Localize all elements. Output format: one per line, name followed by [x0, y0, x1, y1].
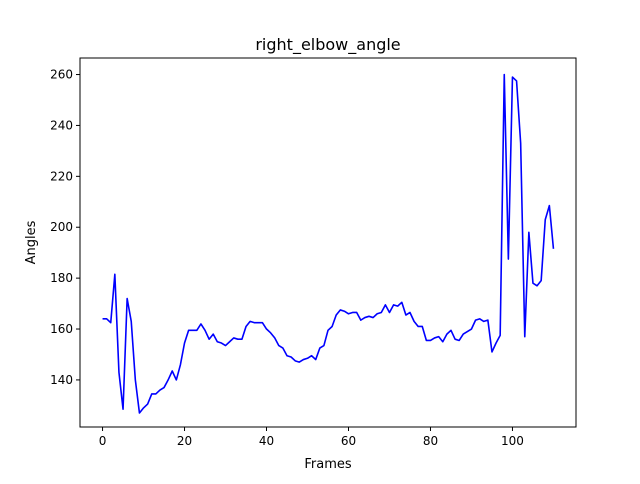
x-tick-label: 40	[259, 434, 274, 448]
x-tick-label: 0	[99, 434, 107, 448]
y-tick-label: 160	[50, 322, 73, 336]
plot-area-frame	[79, 57, 577, 428]
y-tick-label: 140	[50, 373, 73, 387]
x-tick-label: 100	[501, 434, 524, 448]
y-tick-label: 180	[50, 271, 73, 285]
series-line	[102, 73, 555, 414]
x-tick-label: 80	[423, 434, 438, 448]
y-tick-label: 200	[50, 220, 73, 234]
y-tick-label: 220	[50, 169, 73, 183]
x-tick-label: 20	[177, 434, 192, 448]
series-layer	[102, 73, 555, 414]
ticks-layer: 0 20 40 60 80 100 140 160 180 200 220 240 260	[50, 68, 524, 448]
y-tick-label: 240	[50, 118, 73, 132]
y-tick-label: 260	[50, 68, 73, 82]
y-axis-label: Angles	[24, 220, 39, 264]
chart-title: right_elbow_angle	[255, 35, 400, 55]
x-tick-label: 60	[341, 434, 356, 448]
x-axis-label: Frames	[304, 457, 352, 472]
